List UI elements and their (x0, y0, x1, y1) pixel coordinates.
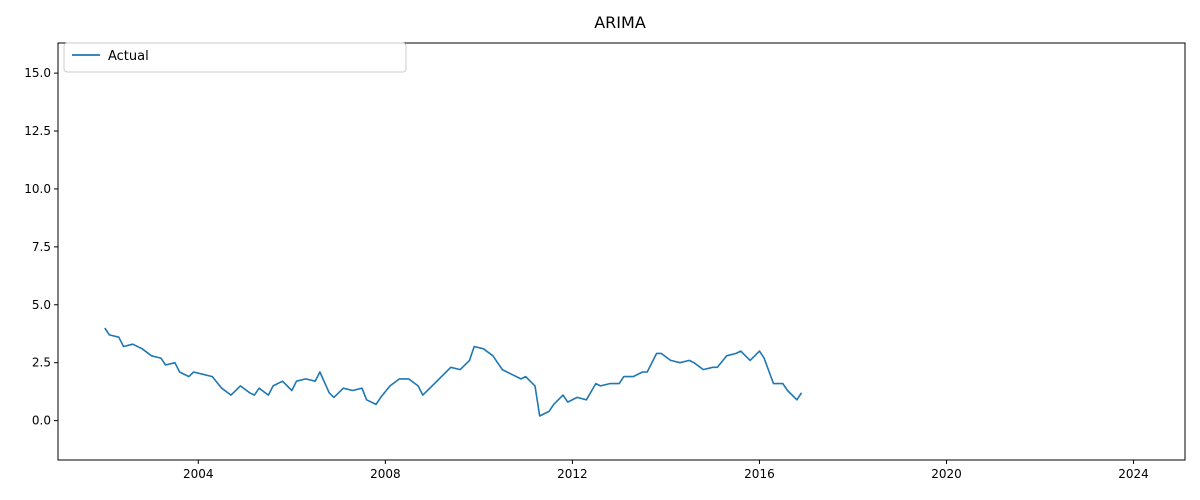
x-tick-label: 2020 (931, 467, 962, 481)
x-tick-label: 2016 (744, 467, 775, 481)
y-tick-label: 7.5 (32, 240, 51, 254)
plot-frame (57, 42, 1186, 461)
x-tick-label: 2024 (1118, 467, 1149, 481)
x-tick-label: 2004 (183, 467, 214, 481)
x-tick-label: 2008 (370, 467, 401, 481)
legend-label-0: Actual (108, 49, 149, 64)
plot-area (104, 327, 803, 417)
x-tick-label: 2012 (557, 467, 588, 481)
y-tick-label: 0.0 (32, 414, 51, 428)
y-tick-label: 15.0 (24, 66, 51, 80)
series-line-0 (104, 327, 803, 417)
legend: Actual (63, 42, 407, 73)
chart-title: ARIMA (594, 13, 646, 32)
legend-box (63, 42, 407, 73)
y-tick-label: 5.0 (32, 298, 51, 312)
y-tick-label: 12.5 (24, 124, 51, 138)
y-tick-label: 10.0 (24, 182, 51, 196)
y-tick-label: 2.5 (32, 356, 51, 370)
